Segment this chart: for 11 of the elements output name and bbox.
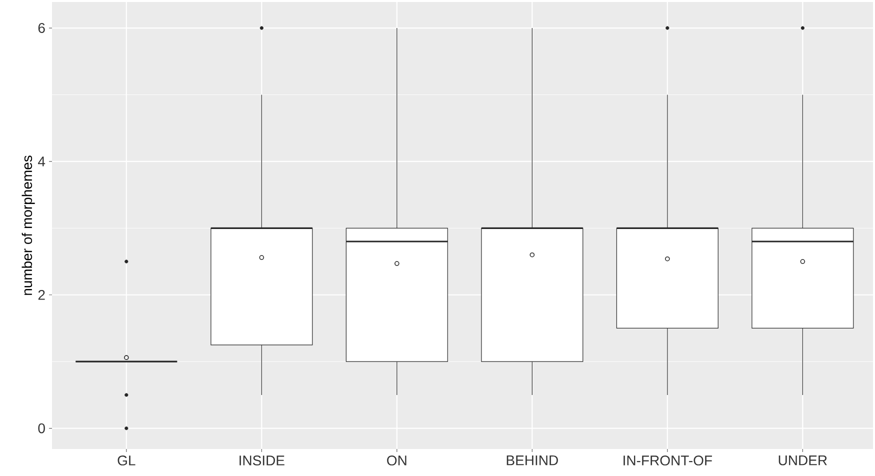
x-tick-label: ON [387,456,406,466]
y-tick-label: 2 [38,290,45,300]
y-tick-label: 6 [38,23,45,33]
x-tick-label: BEHIND [506,456,558,466]
x-tick-label: INSIDE [240,456,284,466]
y-tick-label: 0 [38,423,45,434]
y-axis-title: number of morphemes [22,156,35,295]
x-tick-label: IN-FRONT-OF [624,456,712,466]
x-tick-label: UNDER [778,456,827,466]
x-tick-label: GL [118,456,136,466]
y-tick-label: 4 [38,156,46,166]
